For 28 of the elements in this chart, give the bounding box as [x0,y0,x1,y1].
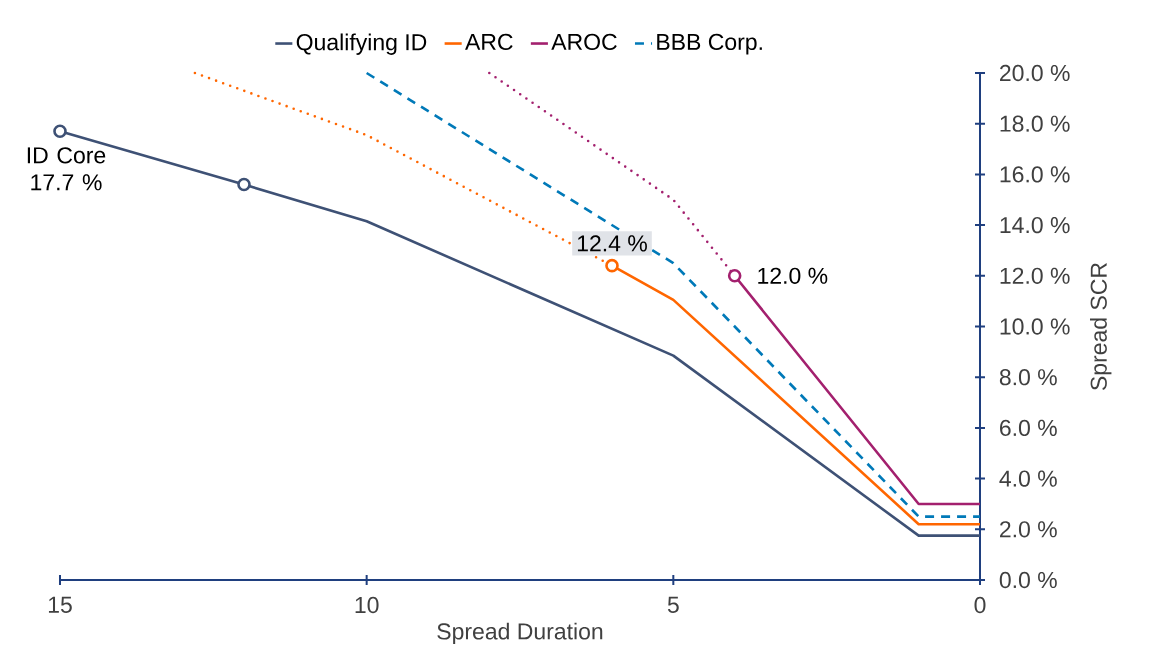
y-axis-title: Spread SCR [1090,263,1112,391]
y-tick-label: 10.0 % [1000,318,1070,335]
point [727,269,742,283]
x-axis-title: Spread Duration [437,622,603,645]
x-tick-label: 5 [667,596,679,613]
y-tick-label: 20.0 % [1000,64,1070,82]
x-tick-label: 10 [355,596,379,614]
point [605,258,619,273]
y-tick-label: 2.0 % [1000,521,1057,538]
x-tick-label: 0 [974,596,986,614]
legend-label: ARC [465,33,513,51]
annotation: 12.0 % [758,267,828,284]
y-tick-label: 6.0 % [1000,419,1057,437]
legend-label: BBB Corp. [657,33,762,55]
y-tick-label: 12.0 % [1000,267,1070,284]
legend-label: AROC [551,33,617,51]
annotation: 12.4 % [577,235,647,252]
legend-label: Qualifying ID [296,33,427,55]
point [237,177,251,192]
point [53,124,67,139]
x-tick-label: 15 [48,596,72,613]
annotation: ID Core 17.7 % [27,147,106,191]
y-tick-label: 14.0 % [1000,216,1070,234]
y-tick-label: 16.0 % [1000,166,1070,183]
y-tick-label: 0.0 % [999,571,1057,589]
y-tick-label: 18.0 % [1000,115,1070,132]
y-tick-label: 4.0 % [999,470,1057,487]
y-tick-label: 8.0 % [999,369,1057,386]
